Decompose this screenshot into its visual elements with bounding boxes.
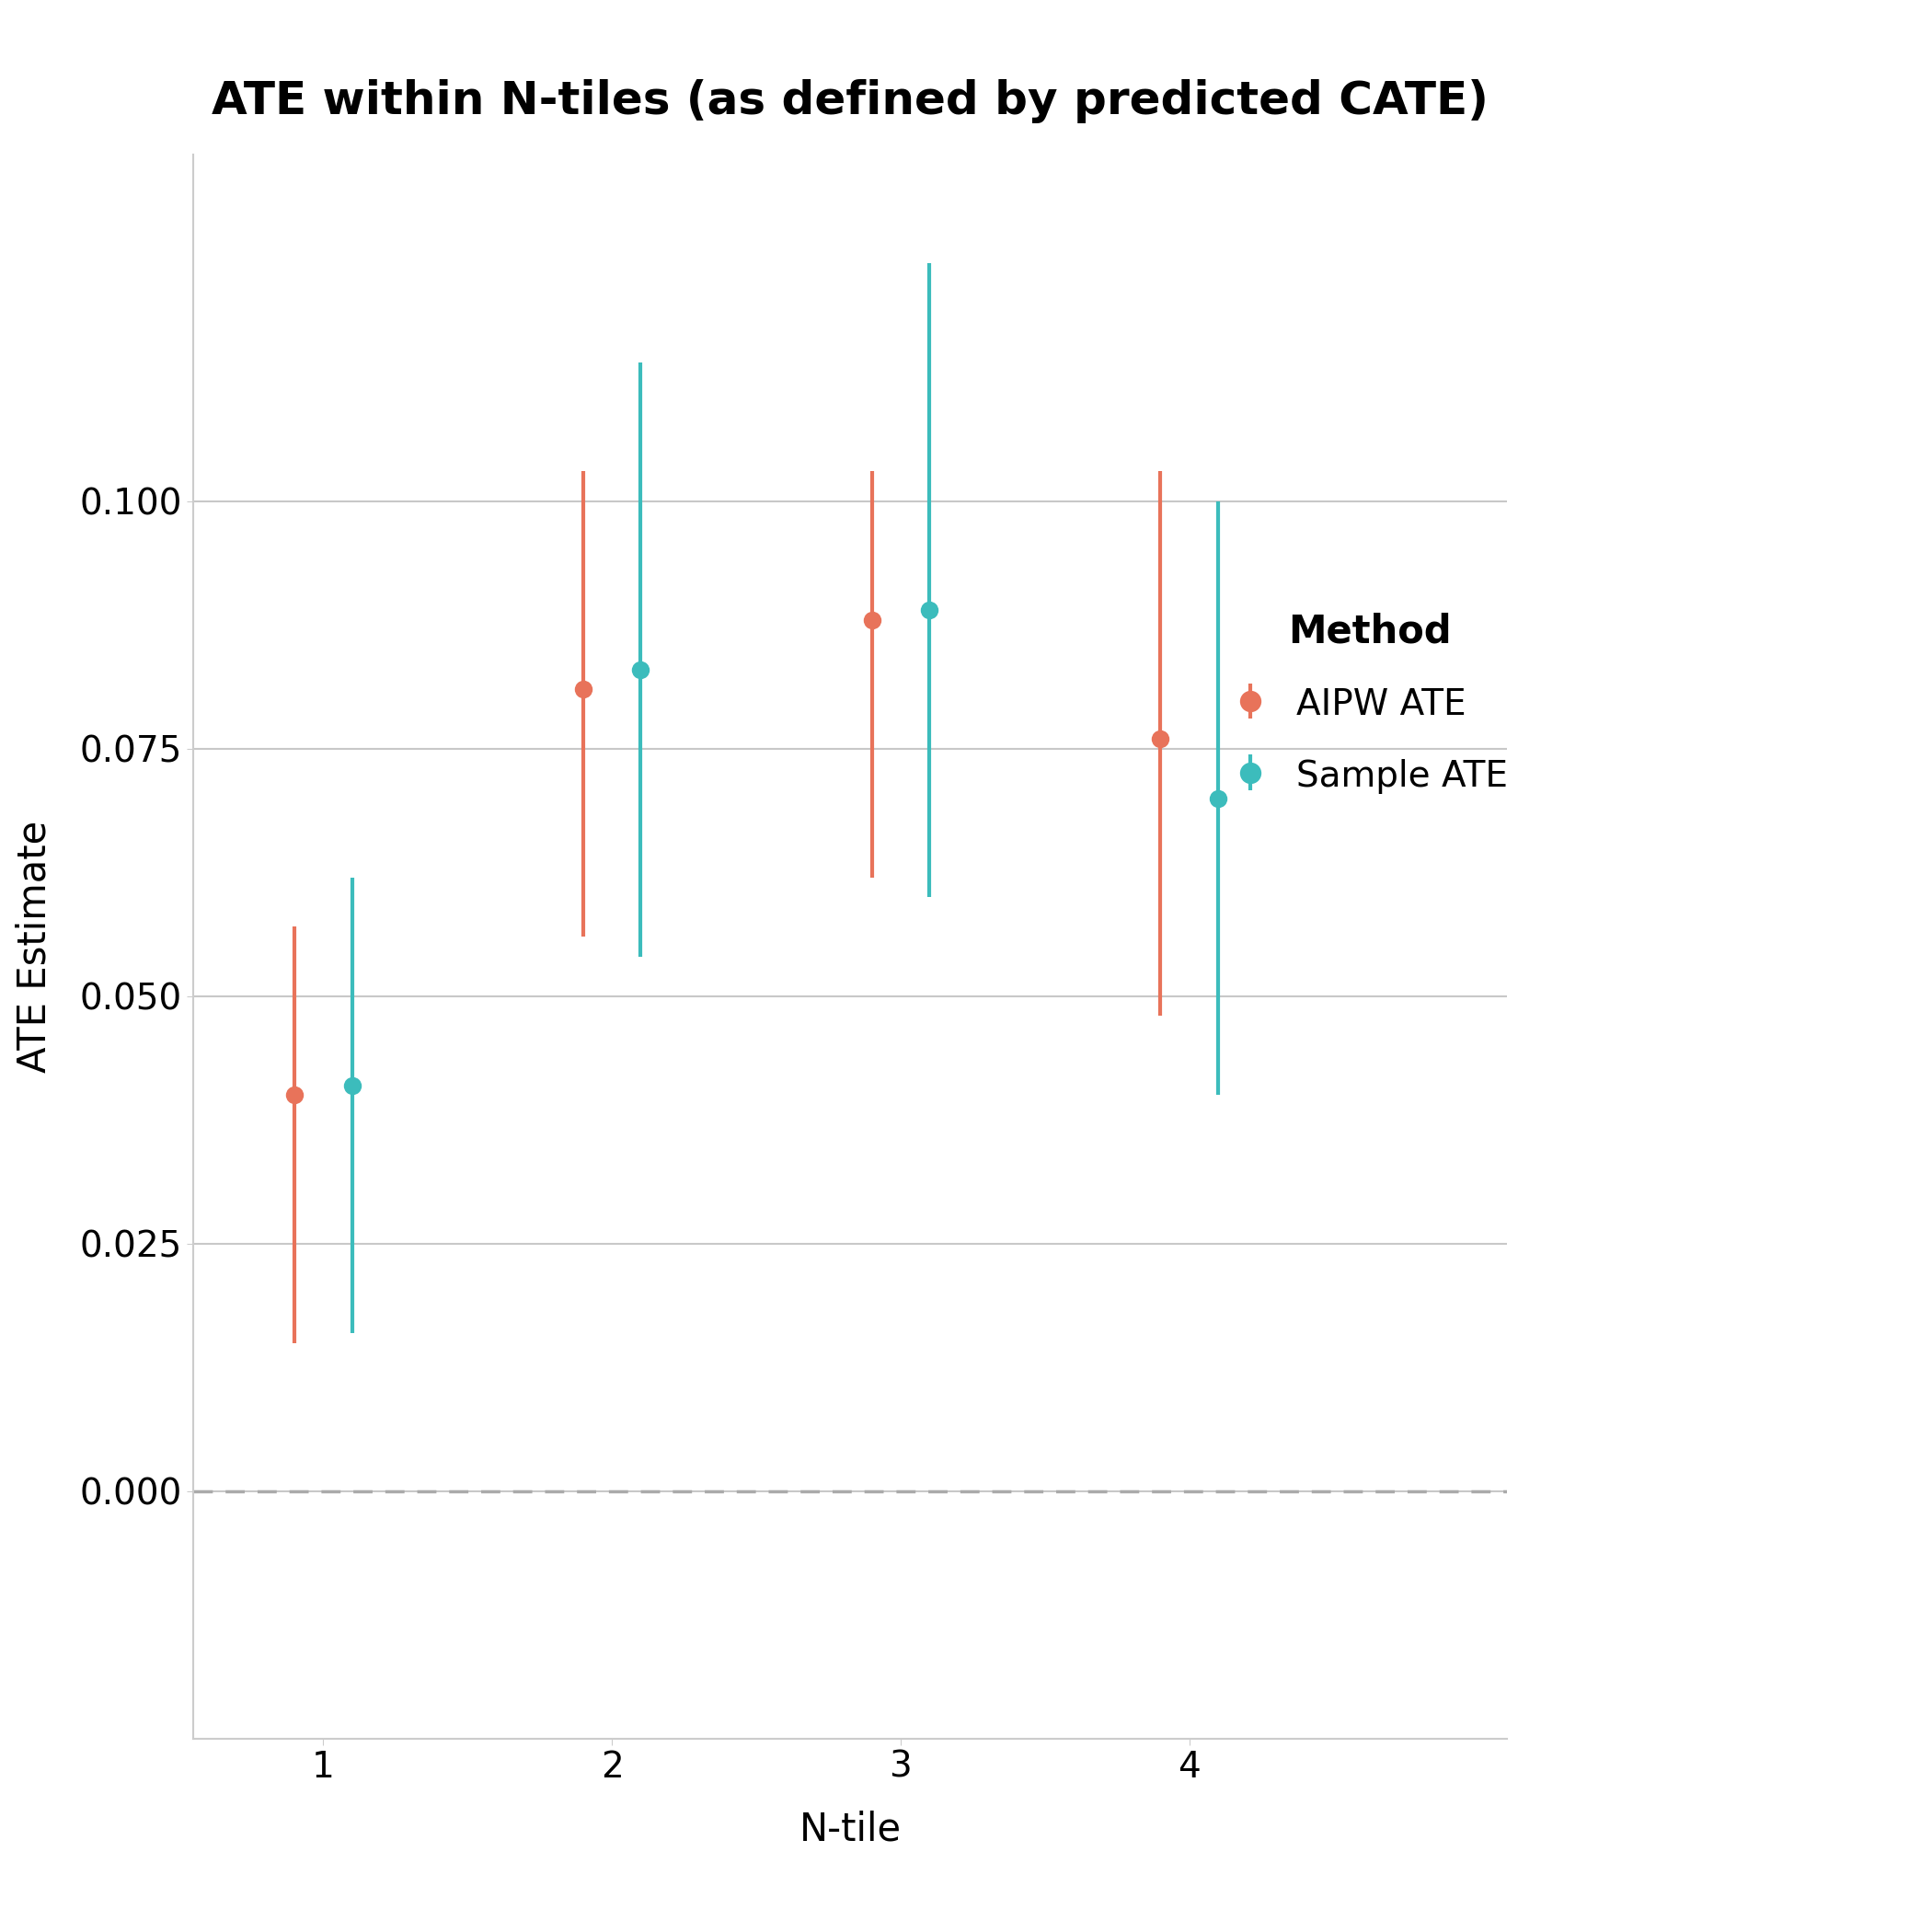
Title: ATE within N-tiles (as defined by predicted CATE): ATE within N-tiles (as defined by predic…	[213, 79, 1488, 124]
Y-axis label: ATE Estimate: ATE Estimate	[15, 821, 54, 1072]
X-axis label: N-tile: N-tile	[800, 1810, 900, 1849]
Legend: AIPW ATE, Sample ATE: AIPW ATE, Sample ATE	[1217, 599, 1522, 808]
